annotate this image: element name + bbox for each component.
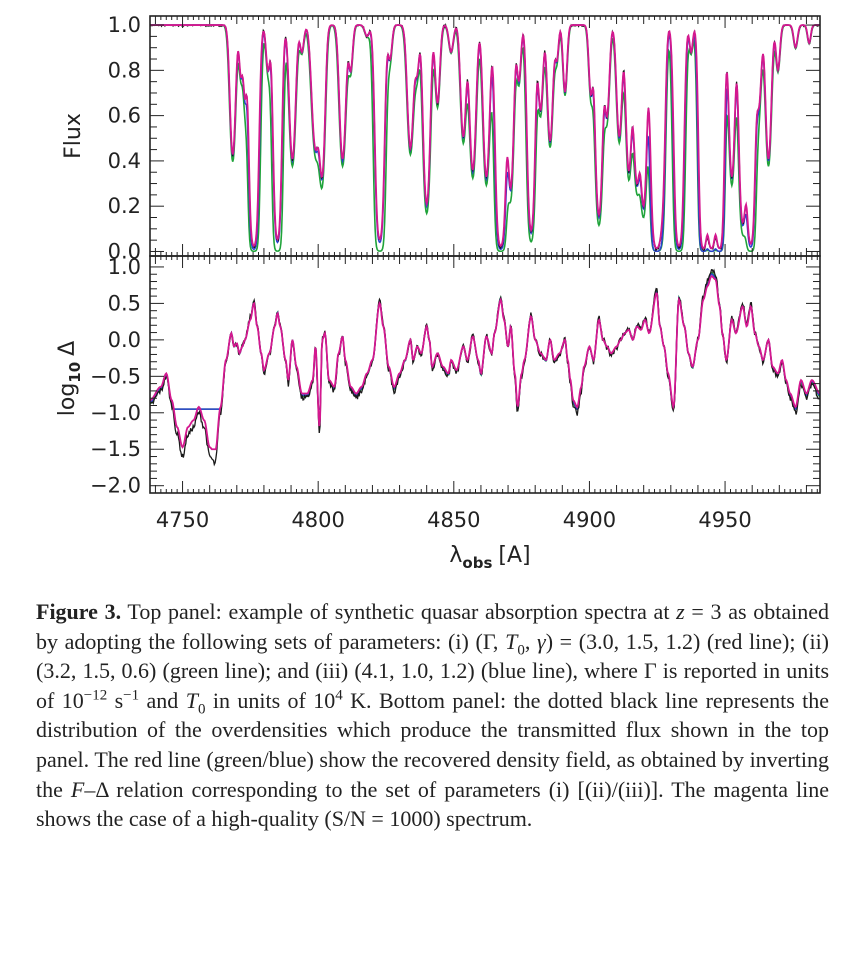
x-tick-label: 4800 [291,508,344,532]
figure-caption: Figure 3. Top panel: example of syntheti… [36,597,829,834]
top-y-tick-label: 1.0 [108,13,141,37]
caption-segment: = 3 as obtained by adopting the followin… [36,599,829,654]
caption-label: Figure 3. [36,599,122,624]
x-tick-label: 4900 [563,508,616,532]
density-magenta [149,275,821,451]
top-panel-series [149,22,820,253]
x-label-unit: [A] [498,543,530,568]
caption-segment: K. Bottom panel: the dotted black line r… [36,687,830,802]
caption-segment: and [139,687,186,713]
bottom-y-tick-label: −0.5 [90,364,141,388]
x-label-sub: obs [462,554,492,572]
top-y-tick-label: 0.4 [108,149,141,173]
y-label-delta: Δ [55,341,80,356]
y-label-sub: 10 [66,362,84,383]
top-y-tick-label: 0.6 [108,104,141,128]
bottom-panel-density: 1.0 0.5 0.0 −0.5 −1.0 −1.5 −2.0 4750 4800 4850 49… [55,255,821,572]
bottom-y-tick-label: −2.0 [90,474,141,498]
caption-segment: s [107,687,124,713]
top-y-tick-label: 0.2 [108,194,141,218]
caption-segment: 4 [335,687,343,704]
bottom-panel-series [149,268,821,467]
caption-segment: 0 [517,641,525,658]
caption-segment: ) = (3.0, 1.5, 1.2) (red line); (ii) (3.… [36,628,830,713]
x-tick-labels: 4750 4800 4850 4900 4950 [156,508,752,532]
x-tick-label: 4750 [156,508,209,532]
top-panel-flux: 0.0 0.2 0.4 0.6 0.8 1.0 Flux [61,13,821,263]
caption-segment: –Δ relation corresponding to the set of … [36,776,829,832]
caption-segment: 0 [197,701,206,718]
bottom-panel-frame [149,255,821,494]
caption-segment: γ [537,628,546,654]
caption-segment: T [505,628,518,654]
bottom-panel-y-axis-label: log10 Δ [55,341,84,416]
top-panel-y-tick-labels: 0.0 0.2 0.4 0.6 0.8 1.0 [108,13,141,263]
x-tick-label: 4850 [427,508,480,532]
top-y-tick-label: 0.0 [108,239,141,263]
caption-segment: , [524,628,538,654]
top-y-tick-label: 0.8 [108,58,141,82]
caption-segment: in units of 10 [205,687,336,713]
caption-segment: F [70,776,85,802]
bottom-y-tick-label: 0.5 [108,291,141,315]
x-axis-label: λobs [A] [449,543,530,572]
caption-segment: T [185,687,198,713]
x-label-lambda: λ [449,543,462,568]
bottom-panel-y-tick-labels: 1.0 0.5 0.0 −0.5 −1.0 −1.5 −2.0 [90,255,141,498]
caption-segment: Top panel: example of synthetic quasar a… [121,599,677,624]
bottom-y-tick-label: 0.0 [108,328,141,352]
bottom-y-tick-label: −1.5 [90,437,141,461]
caption-segment: −12 [83,687,108,704]
bottom-panel-ticks [150,256,820,493]
caption-segment: z [676,599,685,624]
caption-segment: −1 [123,687,140,704]
top-panel-y-axis-label: Flux [61,113,86,159]
y-label-log: log [55,383,80,417]
flux-magenta [150,24,820,250]
x-tick-label: 4950 [698,508,751,532]
caption-text: Top panel: example of synthetic quasar a… [36,599,829,831]
density-black [149,268,820,467]
bottom-y-tick-label: 1.0 [108,255,141,279]
figure-3: 0.0 0.2 0.4 0.6 0.8 1.0 Flux 1.0 0.5 0.0 −0.5 −1.… [55,13,821,572]
bottom-y-tick-label: −1.0 [90,401,141,425]
